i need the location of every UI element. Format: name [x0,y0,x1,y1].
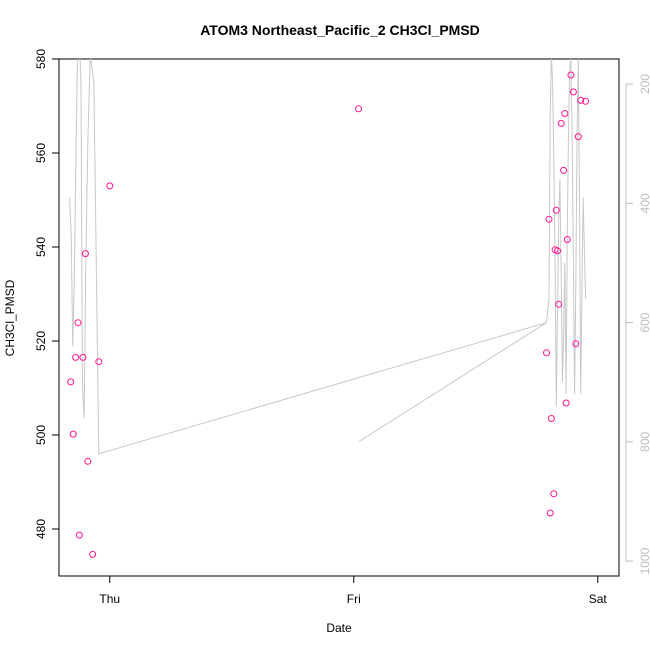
data-point [106,182,114,190]
x-axis: Thu Fri Sat [99,576,607,606]
y-axis-right: 200 400 600 800 1000 [625,74,650,574]
data-point [572,340,580,348]
y-tick-label: 560 [34,143,48,163]
data-point [557,119,565,127]
series-points [67,71,590,558]
data-point [67,378,75,386]
right-tick-label: 200 [638,74,650,94]
data-point [84,457,92,465]
data-point [577,96,585,104]
data-point [81,250,89,258]
y-axis: 480 500 520 540 560 580 [34,49,59,539]
right-tick-label: 1000 [638,547,650,574]
data-point [561,110,569,117]
x-axis-label: Date [326,621,352,635]
chart-title: ATOM3 Northeast_Pacific_2 CH3Cl_PMSD [200,22,480,38]
y-tick-label: 500 [34,425,48,445]
y-tick-label: 540 [34,237,48,257]
data-point [563,236,571,243]
data-point [552,206,560,214]
data-point [545,215,553,223]
data-point [89,550,97,558]
data-point [569,88,577,96]
series-line-0 [69,59,587,455]
data-point [555,300,563,308]
y-tick-label: 480 [34,519,48,539]
right-tick-label: 600 [638,312,650,332]
data-point [560,166,568,174]
data-point [554,247,561,255]
y-tick-label: 580 [34,49,48,69]
data-point [567,71,575,79]
data-point [546,509,554,517]
data-point [574,133,582,141]
y-tick-label: 520 [34,331,48,351]
data-point [355,105,363,113]
right-tick-label: 800 [638,431,650,451]
y-axis-label: CH3Cl_PMSD [3,279,17,356]
series-line-1 [358,322,547,443]
data-point [543,349,550,357]
plot-frame [58,58,620,577]
data-point [547,415,555,422]
data-point [562,399,570,407]
data-point [72,353,80,361]
data-point [95,358,103,366]
series-lines [69,59,587,455]
data-point [74,319,82,327]
x-tick-label: Fri [347,592,361,606]
x-tick-label: Sat [589,592,608,606]
data-point [582,97,590,105]
data-point [69,430,77,438]
x-tick-label: Thu [99,592,120,606]
right-tick-label: 400 [638,193,650,213]
data-point [550,490,558,498]
data-point [79,353,87,361]
data-point [75,531,83,539]
